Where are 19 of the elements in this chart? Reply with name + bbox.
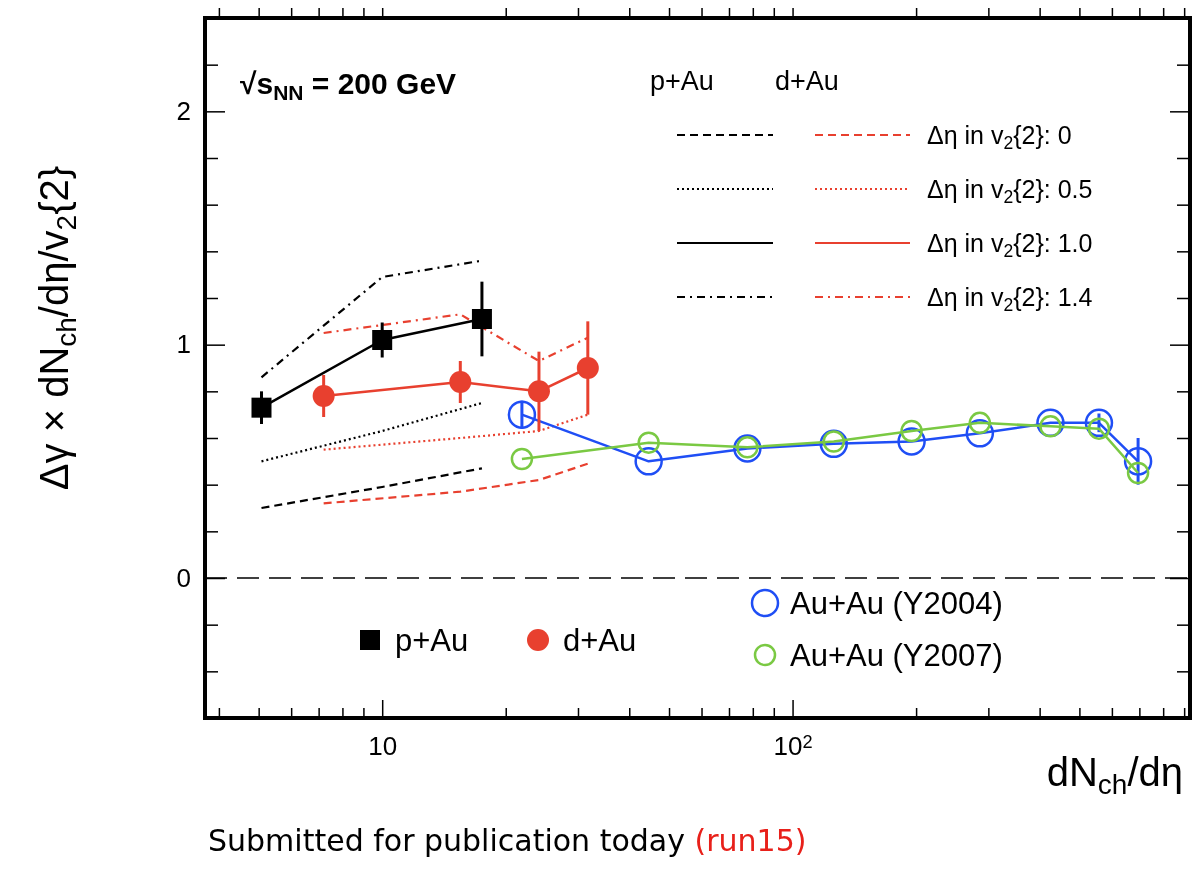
legend-label: p+Au — [395, 623, 469, 658]
x-tick-label: 10 — [368, 730, 398, 761]
text: p+Au — [650, 66, 714, 96]
x-axis-title: dN$_{ch}$/dη — [1046, 750, 1183, 801]
legend-label: Δη in v$_{2}${2}: 0 — [927, 121, 1072, 154]
y-tick-label: 1 — [176, 329, 191, 360]
text: (run15) — [694, 823, 807, 858]
legend-label: Δη in v$_{2}${2}: 1.4 — [927, 283, 1093, 316]
y-tick-label: 0 — [176, 562, 191, 593]
text: d+Au — [775, 66, 839, 96]
legend-label: d+Au — [563, 623, 637, 658]
annotation: √s$_{NN}$ = 200 GeV — [240, 67, 457, 105]
legend-label: Δη in v$_{2}${2}: 0.5 — [927, 175, 1093, 208]
legend-label: Au+Au (Y2004) — [790, 586, 1003, 621]
x-tick-label: 10$^{2}$ — [773, 730, 813, 761]
legend-label: Δη in v$_{2}${2}: 1.0 — [927, 229, 1093, 262]
legend-label: Au+Au (Y2007) — [790, 638, 1003, 673]
y-tick-label: 2 — [176, 96, 191, 127]
text: Submitted for publication today — [208, 823, 695, 858]
